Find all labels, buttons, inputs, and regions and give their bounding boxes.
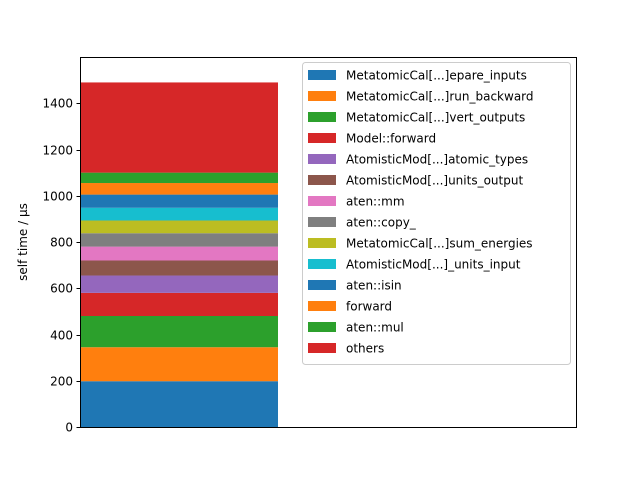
legend-swatch [308, 217, 336, 227]
legend-swatch [308, 154, 336, 164]
legend-label: AtomisticMod[...]units_output [346, 174, 523, 188]
legend-label: AtomisticMod[...]atomic_types [346, 153, 528, 167]
legend-swatch [308, 133, 336, 143]
bar-segment [80, 347, 278, 382]
y-axis-label: self time / µs [16, 203, 30, 281]
y-tick-label: 200 [50, 375, 73, 389]
legend-label: aten::copy_ [346, 216, 417, 230]
legend-label: MetatomicCal[...]run_backward [346, 90, 534, 104]
y-tick-label: 600 [50, 282, 73, 296]
bar-segment [80, 82, 278, 173]
y-tick-label: 1200 [42, 144, 73, 158]
legend: MetatomicCal[...]epare_inputs MetatomicCa… [302, 62, 571, 365]
legend-swatch [308, 301, 336, 311]
y-tick-label: 1000 [42, 190, 73, 204]
bar-stack [80, 82, 278, 427]
bar-segment [80, 183, 278, 195]
bar-segment [80, 316, 278, 348]
y-tick-label: 800 [50, 236, 73, 250]
bar-segment [80, 292, 278, 316]
y-tick-label: 0 [65, 421, 73, 435]
legend-swatch [308, 196, 336, 206]
legend-label: Model::forward [346, 132, 436, 146]
legend-swatch [308, 238, 336, 248]
legend-swatch [308, 280, 336, 290]
legend-label: forward [346, 300, 392, 314]
bar-segment [80, 260, 278, 276]
bar-segment [80, 233, 278, 247]
legend-label: aten::mm [346, 195, 405, 209]
bar-segment [80, 220, 278, 234]
legend-label: aten::mul [346, 321, 404, 335]
bar-segment [80, 194, 278, 208]
legend-swatch [308, 112, 336, 122]
legend-label: MetatomicCal[...]vert_outputs [346, 111, 525, 125]
legend-swatch [308, 343, 336, 353]
legend-swatch [308, 91, 336, 101]
legend-swatch [308, 259, 336, 269]
legend-label: AtomisticMod[...]_units_input [346, 258, 521, 272]
legend-label: MetatomicCal[...]sum_energies [346, 237, 533, 251]
legend-frame [302, 62, 571, 365]
legend-label: aten::isin [346, 279, 402, 293]
bar-segment [80, 246, 278, 261]
bar-segment [80, 207, 278, 221]
bar-segment [80, 275, 278, 293]
y-tick-label: 1400 [42, 97, 73, 111]
legend-swatch [308, 70, 336, 80]
bar-segment [80, 381, 278, 427]
y-tick-label: 400 [50, 329, 73, 343]
legend-swatch [308, 175, 336, 185]
legend-swatch [308, 322, 336, 332]
bar-segment [80, 172, 278, 184]
legend-label: others [346, 342, 384, 356]
legend-label: MetatomicCal[...]epare_inputs [346, 69, 527, 83]
y-axis: 0 200 400 600 800 1000 1200 1400 [42, 97, 81, 435]
